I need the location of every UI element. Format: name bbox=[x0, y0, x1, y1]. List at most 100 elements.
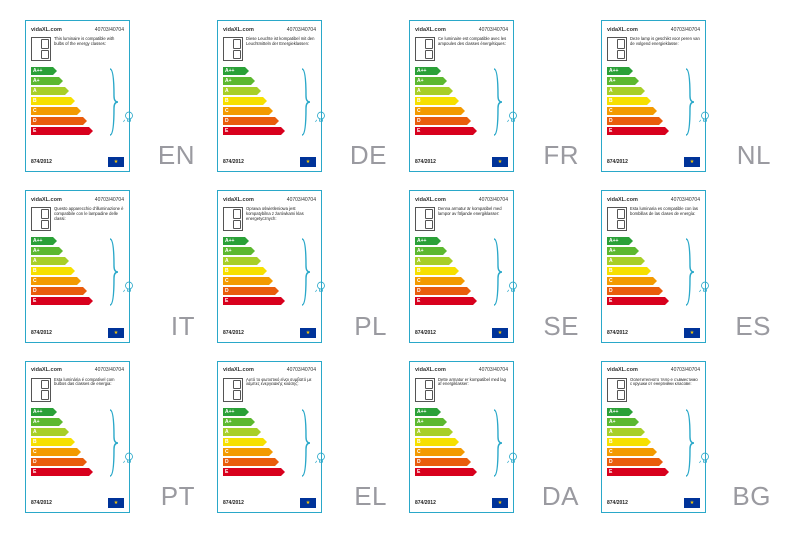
bar-arrow bbox=[281, 468, 285, 476]
bar-arrow bbox=[461, 448, 465, 456]
bar-shape bbox=[31, 448, 77, 456]
bar-arrow bbox=[455, 267, 459, 275]
energy-chart: A++A+ABCDE bbox=[607, 237, 700, 323]
energy-bar-E: E bbox=[223, 297, 298, 305]
bar-arrow bbox=[455, 438, 459, 446]
bar-label: E bbox=[225, 297, 228, 305]
bar-arrow bbox=[269, 277, 273, 285]
bar-label: A++ bbox=[225, 408, 234, 416]
bar-label: E bbox=[33, 468, 36, 476]
bar-label: A bbox=[609, 257, 613, 265]
energy-label-card: vidaXL.com40703/40704Oprawa oświetleniow… bbox=[217, 190, 322, 342]
lamp-icon bbox=[415, 37, 435, 61]
energy-label-en: vidaXL.com40703/40704This luminaire is c… bbox=[25, 20, 199, 172]
energy-bar-A: A bbox=[31, 87, 106, 95]
energy-bar-B: B bbox=[415, 97, 490, 105]
energy-label-pl: vidaXL.com40703/40704Oprawa oświetleniow… bbox=[217, 190, 391, 342]
energy-bar-Aplus: A+ bbox=[607, 247, 682, 255]
bar-label: D bbox=[225, 117, 229, 125]
bar-label: A bbox=[33, 257, 37, 265]
bar-arrow bbox=[653, 107, 657, 115]
energy-bar-A: A bbox=[415, 87, 490, 95]
bar-arrow bbox=[437, 67, 441, 75]
bar-arrow bbox=[257, 257, 261, 265]
energy-bar-D: D bbox=[31, 287, 106, 295]
bar-arrow bbox=[629, 408, 633, 416]
bar-shape bbox=[607, 468, 665, 476]
bar-label: A+ bbox=[225, 247, 232, 255]
energy-bars: A++A+ABCDE bbox=[607, 67, 682, 153]
part-number: 40703/40704 bbox=[95, 197, 124, 203]
bar-shape bbox=[415, 287, 467, 295]
energy-bar-D: D bbox=[607, 117, 682, 125]
bar-arrow bbox=[263, 97, 267, 105]
bar-arrow bbox=[71, 97, 75, 105]
bar-shape bbox=[415, 107, 461, 115]
bar-label: B bbox=[33, 438, 37, 446]
bar-arrow bbox=[449, 257, 453, 265]
bar-label: C bbox=[225, 107, 229, 115]
disclaimer-row: Questo apparecchio d'illuminazione è com… bbox=[31, 207, 124, 233]
bar-label: A++ bbox=[417, 237, 426, 245]
bar-shape bbox=[607, 438, 647, 446]
bar-shape bbox=[223, 127, 281, 135]
energy-bars: A++A+ABCDE bbox=[31, 67, 106, 153]
bar-label: A++ bbox=[225, 67, 234, 75]
energy-bar-B: B bbox=[607, 438, 682, 446]
label-footer: 874/2012 bbox=[223, 328, 316, 338]
bar-label: E bbox=[417, 297, 420, 305]
brand-text: vidaXL.com bbox=[607, 367, 638, 373]
eu-flag-icon bbox=[300, 328, 316, 338]
energy-bars: A++A+ABCDE bbox=[607, 237, 682, 323]
bar-label: A+ bbox=[33, 418, 40, 426]
bar-label: D bbox=[33, 458, 37, 466]
energy-bar-D: D bbox=[607, 458, 682, 466]
energy-bar-Aplus: A+ bbox=[223, 247, 298, 255]
bar-label: A+ bbox=[225, 77, 232, 85]
bar-label: A++ bbox=[33, 237, 42, 245]
energy-bar-B: B bbox=[31, 267, 106, 275]
part-number: 40703/40704 bbox=[95, 27, 124, 33]
bar-label: A++ bbox=[33, 408, 42, 416]
bar-arrow bbox=[641, 428, 645, 436]
disclaimer-text: Ce luminaire est compatible avec les amp… bbox=[438, 37, 508, 47]
lamp-icon bbox=[607, 378, 627, 402]
energy-bar-Aplusplus: A++ bbox=[607, 408, 682, 416]
energy-chart: A++A+ABCDE bbox=[415, 408, 508, 494]
energy-bar-C: C bbox=[415, 448, 490, 456]
bar-shape bbox=[223, 117, 275, 125]
brand-text: vidaXL.com bbox=[415, 27, 446, 33]
bar-label: C bbox=[33, 448, 37, 456]
label-header: vidaXL.com40703/40704 bbox=[607, 366, 700, 375]
bar-shape bbox=[607, 458, 659, 466]
lamp-icon bbox=[607, 207, 627, 231]
disclaimer-row: Dette armatur er kompatibel med lag af e… bbox=[415, 378, 508, 404]
bar-arrow bbox=[635, 77, 639, 85]
language-code: IT bbox=[171, 311, 195, 342]
label-footer: 874/2012 bbox=[223, 157, 316, 167]
bar-shape bbox=[31, 297, 89, 305]
eu-flag-icon bbox=[492, 157, 508, 167]
bar-arrow bbox=[647, 97, 651, 105]
bar-arrow bbox=[89, 297, 93, 305]
energy-bar-D: D bbox=[31, 458, 106, 466]
bar-label: A bbox=[225, 257, 229, 265]
brace-icon bbox=[106, 237, 124, 323]
bar-label: D bbox=[417, 287, 421, 295]
regulation-text: 874/2012 bbox=[31, 330, 52, 336]
bar-label: C bbox=[225, 277, 229, 285]
brace-icon bbox=[490, 408, 508, 494]
bar-label: C bbox=[417, 448, 421, 456]
bar-arrow bbox=[245, 408, 249, 416]
bar-label: C bbox=[609, 107, 613, 115]
energy-bar-E: E bbox=[607, 127, 682, 135]
energy-chart: A++A+ABCDE bbox=[607, 408, 700, 494]
energy-bar-E: E bbox=[415, 127, 490, 135]
energy-bar-Aplusplus: A++ bbox=[223, 408, 298, 416]
bar-arrow bbox=[473, 297, 477, 305]
bar-label: A bbox=[417, 257, 421, 265]
bar-shape bbox=[415, 277, 461, 285]
bar-shape bbox=[223, 97, 263, 105]
energy-bar-B: B bbox=[223, 267, 298, 275]
bar-arrow bbox=[437, 408, 441, 416]
